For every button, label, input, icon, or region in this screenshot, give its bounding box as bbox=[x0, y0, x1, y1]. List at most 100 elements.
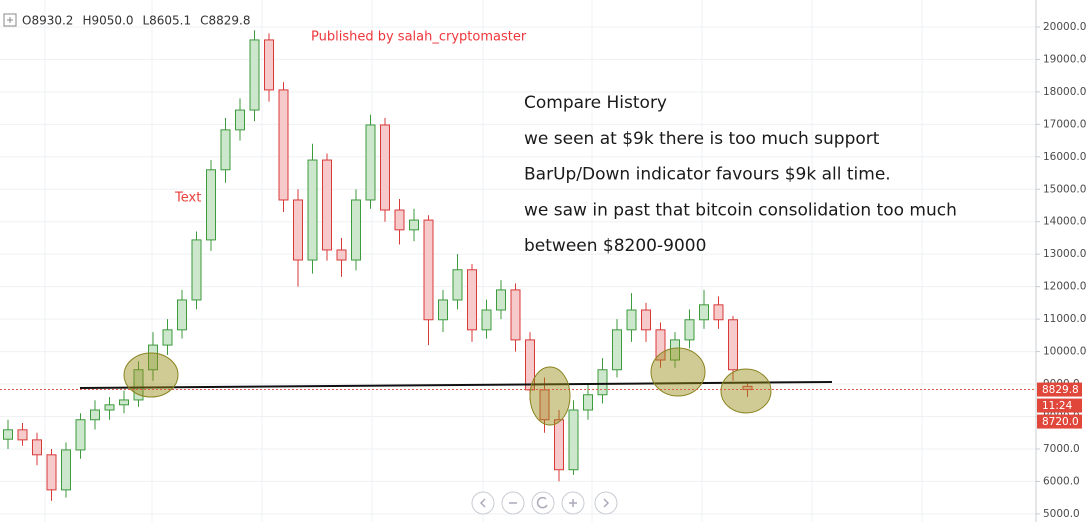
candle-body bbox=[148, 344, 158, 371]
candle-body bbox=[641, 309, 651, 331]
price-axis bbox=[1036, 0, 1088, 522]
published-by: Published by salah_cryptomaster bbox=[311, 30, 527, 45]
annotation-line: we seen at $9k there is too much support bbox=[524, 129, 880, 149]
y-tick-label: 13000.0 bbox=[1043, 248, 1086, 260]
candle-body bbox=[481, 309, 492, 331]
candle-body bbox=[235, 109, 245, 131]
highlight bbox=[529, 366, 571, 426]
candle-body bbox=[684, 319, 695, 341]
candle-body bbox=[626, 309, 637, 331]
candle-body bbox=[713, 304, 724, 321]
ohlc-legend: O8930.2 H9050.0 L8605.1 C8829.8 bbox=[22, 14, 251, 28]
y-tick-label: 10000.0 bbox=[1043, 346, 1086, 358]
y-tick-label: 17000.0 bbox=[1043, 118, 1086, 130]
price-tag bbox=[1037, 382, 1082, 397]
candle-body bbox=[293, 199, 303, 261]
candle-body bbox=[162, 329, 173, 346]
candle-body bbox=[119, 399, 129, 406]
collapse-icon[interactable] bbox=[3, 13, 17, 27]
candle-body bbox=[336, 249, 347, 261]
y-tick-label: 20000.0 bbox=[1043, 21, 1086, 33]
highlight bbox=[720, 368, 772, 414]
candle-body bbox=[133, 369, 144, 401]
y-tick-label: 11000.0 bbox=[1043, 313, 1086, 325]
annotations: Compare History we seen at $9k there is t… bbox=[524, 93, 957, 256]
candle-body bbox=[191, 239, 202, 301]
vertical-grid bbox=[44, 0, 923, 522]
annotation-line: between $8200-9000 bbox=[524, 236, 706, 256]
candle-body bbox=[423, 219, 434, 321]
candle-body bbox=[17, 429, 28, 441]
y-tick-label: 14000.0 bbox=[1043, 216, 1086, 228]
candle-body bbox=[90, 409, 100, 421]
price-tag-label: 8720.0 bbox=[1042, 416, 1079, 428]
ohlc-value: H9050.0 bbox=[82, 14, 133, 28]
scroll-left-button[interactable] bbox=[471, 491, 495, 515]
support-line bbox=[79, 381, 833, 389]
candle-body bbox=[655, 329, 666, 361]
candle-body bbox=[699, 304, 709, 321]
candle-body bbox=[380, 124, 390, 211]
ohlc-value: O8930.2 bbox=[22, 14, 73, 28]
y-tick-label: 16000.0 bbox=[1043, 151, 1086, 163]
candle-body bbox=[452, 269, 463, 301]
highlight bbox=[650, 347, 706, 397]
y-tick-label: 12000.0 bbox=[1043, 281, 1086, 293]
candle-body bbox=[612, 329, 622, 371]
y-tick-label: 15000.0 bbox=[1043, 183, 1086, 195]
y-tick-label: 5000.0 bbox=[1043, 508, 1080, 520]
price-tag bbox=[1037, 398, 1082, 413]
candle-body bbox=[75, 419, 86, 451]
candle-body bbox=[496, 289, 506, 311]
y-tick-label: 6000.0 bbox=[1043, 475, 1080, 487]
candle-body bbox=[264, 39, 274, 91]
candle-body bbox=[104, 404, 115, 411]
marker-text: Text bbox=[174, 191, 201, 206]
candle-body bbox=[3, 429, 13, 440]
candle-body bbox=[670, 339, 680, 361]
candle-body bbox=[307, 159, 318, 261]
candle-body bbox=[394, 209, 405, 231]
candle-body bbox=[322, 159, 332, 251]
annotation-line: we saw in past that bitcoin consolidatio… bbox=[524, 200, 957, 220]
candle-body bbox=[365, 124, 376, 201]
price-tag-label: 8829.8 bbox=[1042, 384, 1079, 396]
y-tick-label: 7000.0 bbox=[1043, 443, 1080, 455]
candle-body bbox=[583, 394, 593, 411]
reset-button[interactable] bbox=[531, 491, 555, 515]
scroll-right-button[interactable] bbox=[594, 491, 618, 515]
candle-body bbox=[568, 409, 579, 471]
candle-body bbox=[206, 169, 216, 241]
ohlc-value: C8829.8 bbox=[200, 14, 250, 28]
candle-body bbox=[61, 449, 71, 491]
candle-body bbox=[177, 299, 187, 331]
candle-body bbox=[742, 385, 753, 391]
candle-body bbox=[46, 454, 57, 491]
candle-body bbox=[220, 129, 231, 171]
candle-body bbox=[554, 419, 564, 471]
annotation-line: BarUp/Down indicator favours $9k all tim… bbox=[524, 165, 891, 185]
zoom-controls bbox=[471, 491, 618, 515]
drawings bbox=[79, 347, 833, 426]
candle-body bbox=[728, 319, 738, 371]
highlight bbox=[123, 352, 179, 398]
ohlc-value: L8605.1 bbox=[142, 14, 191, 28]
candle-body bbox=[597, 369, 608, 396]
y-tick-label: 18000.0 bbox=[1043, 86, 1086, 98]
candle-body bbox=[249, 39, 260, 111]
price-tag bbox=[1037, 414, 1082, 429]
candles bbox=[3, 30, 753, 501]
annotation-line: Compare History bbox=[524, 93, 667, 113]
candle-body bbox=[409, 219, 419, 231]
candle-body bbox=[278, 89, 289, 201]
candle-body bbox=[32, 439, 42, 456]
candle-body bbox=[351, 199, 361, 261]
y-tick-label: 19000.0 bbox=[1043, 53, 1086, 65]
candle-body bbox=[467, 269, 477, 331]
candle-body bbox=[510, 289, 521, 341]
candle-body bbox=[438, 299, 448, 321]
price-tag-label: 11:24 bbox=[1042, 400, 1073, 412]
